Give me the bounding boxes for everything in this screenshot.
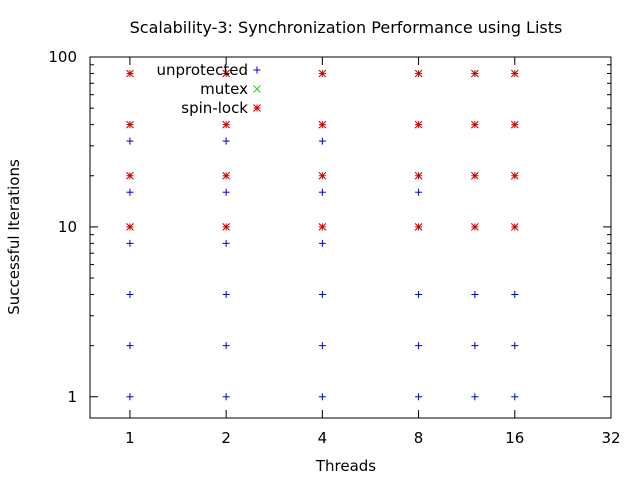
spin-lock-point: [318, 223, 327, 231]
unprotected-point: [471, 290, 479, 298]
spin-lock-point: [414, 120, 423, 129]
spin-lock-point: [222, 223, 230, 231]
spin-lock-point: [126, 171, 134, 180]
spin-lock-point: [318, 69, 327, 78]
y-tick-label: 10: [58, 218, 77, 236]
spin-lock-point: [471, 69, 479, 78]
spin-lock-point: [222, 171, 230, 180]
unprotected-point: [222, 137, 230, 145]
legend-label-mutex: mutex: [200, 80, 248, 98]
spin-lock-point: [471, 120, 479, 129]
legend-label-spin-lock: spin-lock: [181, 99, 248, 117]
unprotected-point: [415, 342, 423, 350]
spin-lock-point: [222, 69, 230, 78]
x-tick-label: 4: [318, 429, 328, 447]
spin-lock-point: [126, 120, 134, 129]
legend-marker-spin-lock: [253, 104, 261, 112]
x-tick-label: 8: [414, 429, 424, 447]
spin-lock-point: [222, 120, 230, 129]
x-axis-label: Threads: [315, 457, 376, 475]
unprotected-point: [222, 239, 230, 247]
unprotected-point: [222, 393, 230, 401]
spin-lock-point: [510, 69, 519, 78]
spin-lock-point: [510, 120, 519, 129]
unprotected-point: [471, 393, 479, 401]
legend-label-unprotected: unprotected: [156, 61, 248, 79]
spin-lock-point: [414, 171, 423, 180]
unprotected-point: [126, 188, 134, 196]
data-points: [126, 69, 519, 401]
legend-marker-mutex: [253, 85, 261, 93]
x-tick-label: 16: [505, 429, 524, 447]
unprotected-point: [415, 393, 423, 401]
spin-lock-point: [414, 69, 423, 78]
spin-lock-point: [318, 171, 327, 180]
unprotected-point: [126, 290, 134, 298]
unprotected-point: [318, 342, 326, 350]
legend-marker-unprotected: [253, 66, 261, 74]
plot-frame: [89, 56, 612, 419]
x-tick-label: 1: [125, 429, 135, 447]
unprotected-point: [318, 188, 326, 196]
y-tick-label: 100: [48, 48, 77, 66]
spin-lock-point: [471, 171, 479, 180]
unprotected-point: [126, 137, 134, 145]
spin-lock-point: [471, 223, 479, 231]
unprotected-point: [126, 239, 134, 247]
y-tick-label: 1: [67, 388, 77, 406]
unprotected-point: [511, 393, 519, 401]
chart-title: Scalability-3: Synchronization Performan…: [130, 18, 563, 37]
axis-ticks: 1 2 4 8 16 32 1 10 100: [48, 48, 620, 447]
unprotected-point: [318, 137, 326, 145]
y-axis-label: Successful Iterations: [5, 159, 23, 315]
unprotected-point: [471, 342, 479, 350]
unprotected-point: [318, 239, 326, 247]
unprotected-point: [415, 290, 423, 298]
unprotected-point: [511, 342, 519, 350]
unprotected-point: [511, 290, 519, 298]
spin-lock-point: [510, 171, 519, 180]
x-tick-label: 32: [601, 429, 620, 447]
unprotected-point: [222, 188, 230, 196]
unprotected-point: [126, 342, 134, 350]
unprotected-point: [222, 342, 230, 350]
unprotected-point: [415, 188, 423, 196]
unprotected-point: [126, 393, 134, 401]
spin-lock-point: [414, 223, 423, 231]
spin-lock-point: [126, 69, 134, 78]
spin-lock-point: [318, 120, 327, 129]
unprotected-point: [222, 290, 230, 298]
x-tick-label: 2: [221, 429, 231, 447]
unprotected-point: [318, 393, 326, 401]
spin-lock-point: [126, 223, 134, 231]
spin-lock-point: [510, 223, 519, 231]
unprotected-point: [318, 290, 326, 298]
